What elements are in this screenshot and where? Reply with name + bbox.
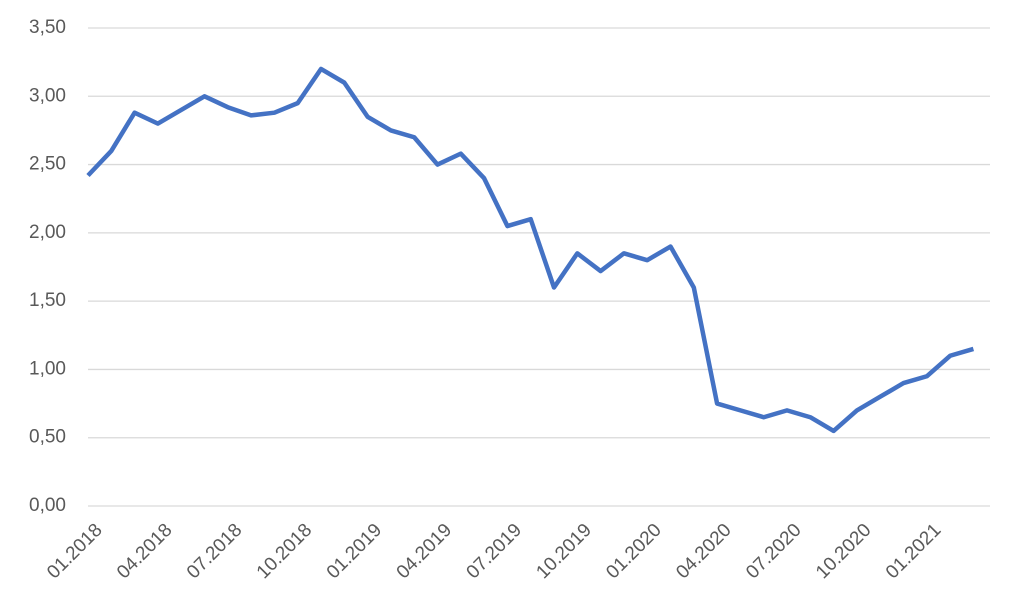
x-tick-label: 04.2019 [393,520,456,583]
x-tick-label: 01.2018 [43,520,106,583]
y-tick-label: 2,50 [29,154,66,175]
x-tick-label: 04.2020 [672,520,735,583]
x-tick-label: 04.2018 [113,520,176,583]
y-tick-label: 3,00 [29,85,66,106]
y-tick-label: 0,50 [29,427,66,448]
x-tick-label: 01.2020 [602,520,665,583]
x-tick-label: 07.2018 [183,520,246,583]
x-tick-label: 07.2019 [463,520,526,583]
x-tick-label: 10.2019 [532,520,595,583]
x-tick-label: 01.2019 [323,520,386,583]
x-tick-label: 07.2020 [742,520,805,583]
x-tick-label: 10.2020 [812,520,875,583]
x-tick-label: 01.2021 [882,520,945,583]
line [86,66,975,434]
y-tick-label: 0,00 [29,495,66,516]
x-tick-label: 10.2018 [253,520,316,583]
y-tick-label: 1,50 [29,290,66,311]
y-tick-label: 1,00 [29,358,66,379]
y-tick-label: 2,00 [29,222,66,243]
y-tick-label: 3,50 [29,17,66,38]
